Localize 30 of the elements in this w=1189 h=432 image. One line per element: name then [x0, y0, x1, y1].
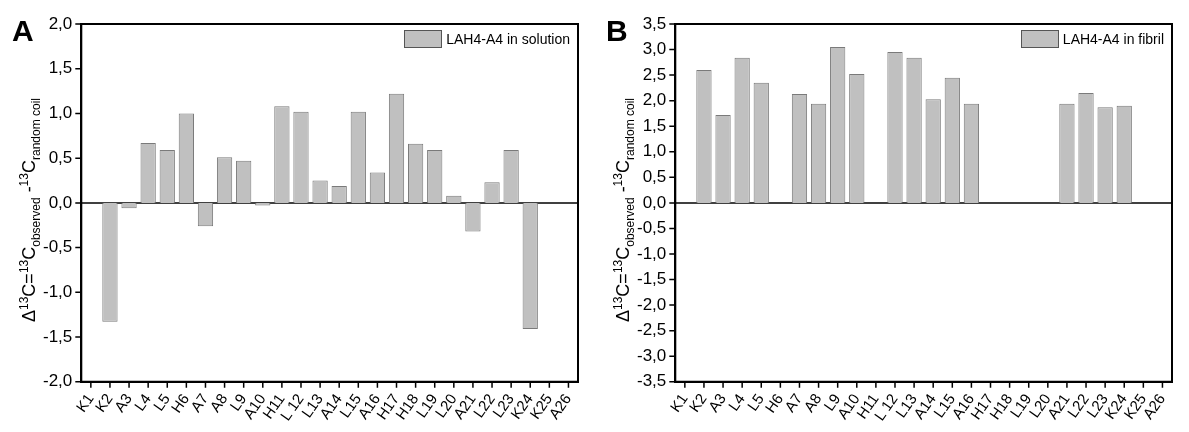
- y-tick-label: 3,5: [642, 13, 667, 33]
- y-tick-label: -1,0: [43, 282, 73, 302]
- y-tick-label: 2,5: [642, 64, 667, 84]
- y-tick-label: -0,5: [637, 218, 667, 238]
- y-tick-label: 0,5: [48, 147, 73, 167]
- y-tick-label: 0,0: [642, 192, 667, 212]
- y-tick-label: -1,5: [43, 326, 73, 346]
- y-tick-label: -1,0: [637, 243, 667, 263]
- y-tick-label: -3,0: [637, 345, 667, 365]
- y-tick-label: -2,0: [43, 371, 73, 391]
- x-tick-label: A8: [205, 390, 231, 416]
- chart-title: B: [606, 14, 628, 48]
- y-tick-label: 1,0: [48, 103, 73, 123]
- y-tick-label: 1,5: [48, 58, 73, 78]
- y-tick-label: -1,5: [637, 269, 667, 289]
- y-tick-label: 1,0: [642, 141, 667, 161]
- y-tick-label: 0,5: [642, 167, 667, 187]
- x-tick-label: A8: [799, 390, 825, 416]
- y-tick-label: -3,5: [637, 371, 667, 391]
- legend-label: LAH4-A4 in fibril: [1062, 31, 1164, 47]
- legend-label: LAH4-A4 in solution: [446, 31, 570, 47]
- y-tick-label: 2,0: [48, 13, 73, 33]
- chart-title: A: [12, 14, 34, 48]
- y-tick-label: -0,5: [43, 237, 73, 257]
- y-tick-label: -2,5: [637, 320, 667, 340]
- y-tick-label: 2,0: [642, 90, 667, 110]
- y-tick-label: -2,0: [637, 294, 667, 314]
- y-tick-label: 3,0: [642, 39, 667, 59]
- y-tick-label: 0,0: [48, 192, 73, 212]
- y-tick-label: 1,5: [642, 115, 667, 135]
